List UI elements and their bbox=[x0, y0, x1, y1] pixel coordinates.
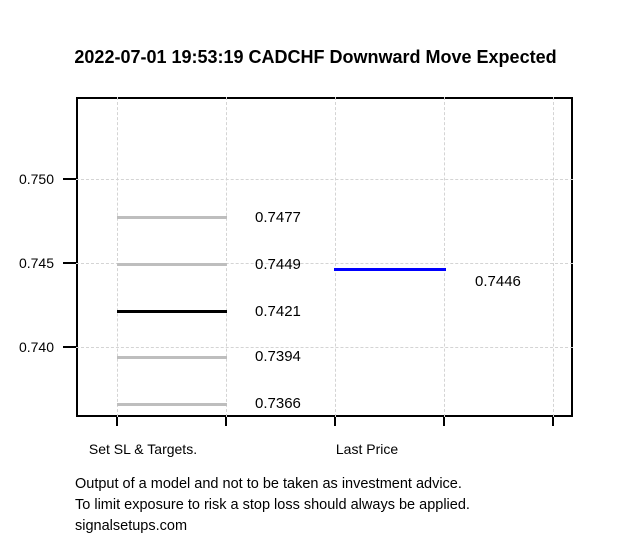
gridline-horizontal bbox=[76, 262, 573, 264]
x-axis-tick bbox=[334, 417, 336, 426]
stop-loss-dotted-line-2 bbox=[77, 154, 119, 157]
y-axis-tick bbox=[63, 346, 76, 348]
plot-border bbox=[76, 97, 573, 417]
stop-loss-dotted-line-5 bbox=[77, 295, 119, 298]
y-tick-label: 0.750 bbox=[18, 171, 54, 187]
price-label: 0.7366 bbox=[255, 395, 301, 413]
stop-loss-dotted-line-1 bbox=[77, 107, 119, 110]
x-axis-label-set-sl-targets: Set SL & Targets. bbox=[88, 441, 198, 457]
last-price-line bbox=[334, 268, 446, 272]
stop-loss-dotted-line-4 bbox=[77, 248, 119, 251]
entry-line-0-7421 bbox=[117, 310, 227, 314]
gridline-vertical bbox=[443, 97, 445, 417]
price-label: 0.7477 bbox=[255, 208, 301, 226]
x-axis-tick bbox=[116, 417, 118, 426]
price-label: 0.7446 bbox=[475, 272, 521, 290]
y-axis-tick bbox=[63, 262, 76, 264]
gridline-vertical bbox=[225, 97, 227, 417]
x-axis-tick bbox=[552, 417, 554, 426]
disclaimer-line-2: To limit exposure to risk a stop loss sh… bbox=[75, 497, 470, 513]
y-tick-label: 0.745 bbox=[18, 255, 54, 271]
y-tick-label: 0.740 bbox=[18, 339, 54, 355]
gridline-horizontal bbox=[76, 346, 573, 348]
gridline-vertical bbox=[334, 97, 336, 417]
chart-title: 2022-07-01 19:53:19 CADCHF Downward Move… bbox=[74, 47, 557, 67]
disclaimer-line-1: Output of a model and not to be taken as… bbox=[75, 476, 462, 492]
x-axis-tick bbox=[443, 417, 445, 426]
price-label: 0.7421 bbox=[255, 302, 301, 320]
target-line-0-7477 bbox=[117, 216, 227, 220]
website-text: signalsetups.com bbox=[75, 518, 188, 534]
gridline-horizontal bbox=[76, 178, 573, 180]
price-label: 0.7449 bbox=[255, 255, 301, 273]
gridline-vertical bbox=[552, 97, 554, 417]
x-axis-label-last-price: Last Price bbox=[335, 441, 399, 457]
gridline-vertical bbox=[116, 97, 118, 417]
target-line-0-7366 bbox=[117, 402, 227, 406]
price-label: 0.7394 bbox=[255, 348, 301, 366]
target-line-0-7394 bbox=[117, 355, 227, 359]
target-line-0-7449 bbox=[117, 263, 227, 267]
y-axis-tick bbox=[63, 178, 76, 180]
x-axis-tick bbox=[225, 417, 227, 426]
stop-loss-dotted-line-3 bbox=[77, 201, 119, 204]
